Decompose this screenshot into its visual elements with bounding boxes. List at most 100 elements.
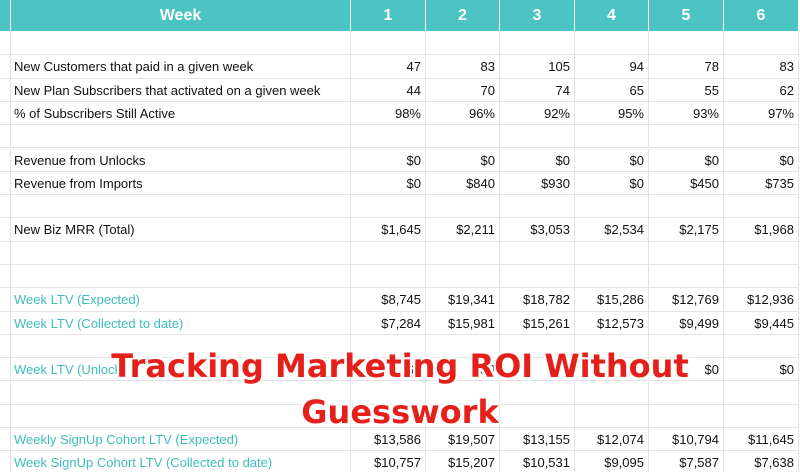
value-cell: $12,936 (724, 288, 799, 312)
value-cell: $7,587 (649, 451, 724, 472)
row-gutter (0, 241, 11, 265)
value-cell: $2,175 (649, 218, 724, 242)
value-cell: $0 (426, 358, 500, 382)
row-label: % of Subscribers Still Active (11, 101, 351, 126)
row-gutter (0, 288, 11, 312)
value-cell: $12,769 (649, 288, 724, 312)
row-label (11, 265, 351, 289)
header-cell: Week (11, 0, 351, 32)
value-cell (649, 241, 724, 265)
value-cell (724, 125, 799, 149)
value-cell: $0 (649, 358, 724, 382)
value-cell: 74 (500, 78, 575, 102)
value-cell (575, 334, 649, 359)
value-cell: $15,286 (575, 288, 649, 312)
value-cell (500, 334, 575, 359)
row-gutter (0, 195, 11, 219)
header-cell: 3 (500, 0, 575, 32)
value-cell: 97% (724, 101, 799, 126)
value-cell (500, 195, 575, 219)
value-cell (649, 404, 724, 429)
value-cell: $1,968 (724, 218, 799, 242)
value-cell: $12,074 (575, 428, 649, 452)
value-cell (575, 195, 649, 219)
value-cell: 70 (426, 78, 500, 102)
value-cell: $840 (426, 171, 500, 196)
value-cell (575, 241, 649, 265)
row-label (11, 381, 351, 405)
value-cell (500, 241, 575, 265)
value-cell: 98% (351, 101, 426, 126)
value-cell (724, 404, 799, 429)
value-cell: $12,573 (575, 311, 649, 335)
value-cell (649, 125, 724, 149)
value-cell: 47 (351, 55, 426, 79)
value-cell: $9,445 (724, 311, 799, 335)
value-cell (426, 125, 500, 149)
value-cell: $1,645 (351, 218, 426, 242)
value-cell: $19,341 (426, 288, 500, 312)
value-cell (575, 125, 649, 149)
value-cell: $10,531 (500, 451, 575, 472)
row-label: Weekly SignUp Cohort LTV (Expected) (11, 428, 351, 452)
value-cell (649, 265, 724, 289)
row-gutter (0, 265, 11, 289)
value-cell (724, 334, 799, 359)
row-gutter (0, 218, 11, 242)
value-cell: $0 (649, 148, 724, 172)
value-cell (724, 265, 799, 289)
value-cell (351, 404, 426, 429)
value-cell: 105 (500, 55, 575, 79)
value-cell (351, 32, 426, 56)
value-cell (351, 265, 426, 289)
value-cell: $15,981 (426, 311, 500, 335)
value-cell: $8,745 (351, 288, 426, 312)
row-gutter (0, 334, 11, 359)
value-cell: 78 (649, 55, 724, 79)
value-cell (575, 404, 649, 429)
value-cell (500, 358, 575, 382)
value-cell: 95% (575, 101, 649, 126)
value-cell: 62 (724, 78, 799, 102)
row-gutter (0, 404, 11, 429)
overlay-title: Tracking Marketing ROI Without Guesswork (111, 347, 689, 431)
row-gutter (0, 171, 11, 196)
row-gutter (0, 358, 11, 382)
value-cell (426, 241, 500, 265)
header-cell: 6 (724, 0, 799, 32)
value-cell (500, 381, 575, 405)
row-label: Revenue from Imports (11, 171, 351, 196)
row-label: Week LTV (Expected) (11, 288, 351, 312)
row-gutter (0, 125, 11, 149)
value-cell: $0 (724, 148, 799, 172)
value-cell: $0 (724, 358, 799, 382)
value-cell (426, 195, 500, 219)
value-cell: $735 (724, 171, 799, 196)
value-cell: $450 (649, 171, 724, 196)
value-cell: $0 (575, 171, 649, 196)
header-cell: 1 (351, 0, 426, 32)
row-label (11, 404, 351, 429)
value-cell: 83 (426, 55, 500, 79)
value-cell (575, 381, 649, 405)
value-cell: $0 (351, 171, 426, 196)
value-cell (724, 32, 799, 56)
value-cell (426, 334, 500, 359)
value-cell (351, 334, 426, 359)
value-cell: $13,586 (351, 428, 426, 452)
value-cell (426, 404, 500, 429)
row-gutter (0, 32, 11, 56)
value-cell (351, 241, 426, 265)
value-cell: $0 (500, 148, 575, 172)
row-label: New Plan Subscribers that activated on a… (11, 78, 351, 102)
value-cell (575, 358, 649, 382)
value-cell (724, 241, 799, 265)
value-cell (500, 265, 575, 289)
value-cell (351, 125, 426, 149)
row-gutter (0, 311, 11, 335)
row-label (11, 195, 351, 219)
value-cell: 96% (426, 101, 500, 126)
row-gutter (0, 101, 11, 126)
row-label: Week SignUp Cohort LTV (Collected to dat… (11, 451, 351, 472)
